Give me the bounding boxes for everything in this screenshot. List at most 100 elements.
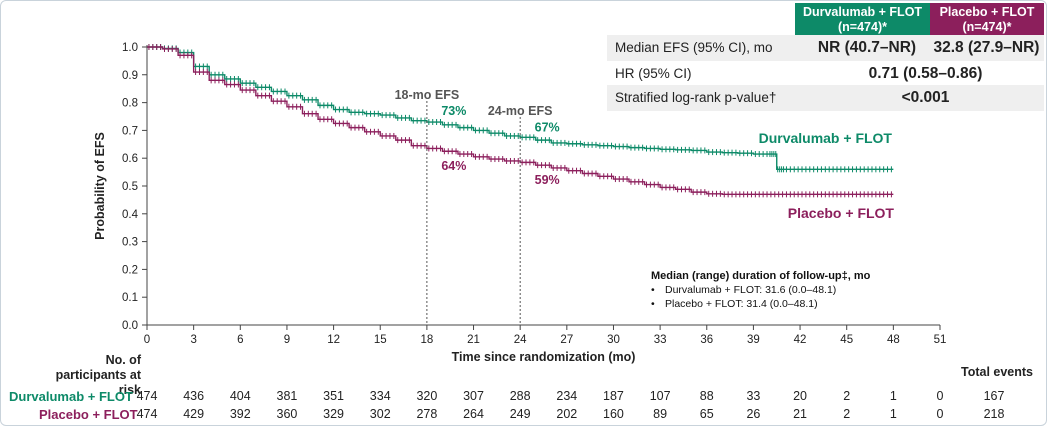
x-tick-label: 24 [514,334,527,346]
risk-placebo-value: 65 [700,407,714,421]
efs18-label: 18-mo EFS [395,88,460,102]
risk-durva-value: 381 [277,389,298,403]
risk-placebo-value: 329 [323,407,344,421]
risk-durva-value: 88 [700,389,714,403]
y-tick-label: 0.3 [122,237,138,249]
risk-label-durva: Durvalumab + FLOT [9,389,133,404]
placebo-curve [147,46,894,196]
risk-placebo-value: 360 [277,407,298,421]
stats-row-median: Median EFS (95% CI), mo NR (40.7–NR) 32.… [607,35,1044,61]
x-tick-label: 39 [747,334,760,346]
stats-row-p: Stratified log-rank p-value† <0.001 [607,85,1044,111]
x-tick-label: 12 [327,334,340,346]
stats-row-hr: HR (95% CI) 0.71 (0.58–0.86) [607,61,1044,87]
placebo-header-text: Placebo + FLOT (n=474)* [939,5,1035,34]
risk-placebo-value: 278 [416,407,437,421]
followup-title: Median (range) duration of follow-up‡, m… [651,270,871,282]
x-tick-label: 3 [190,334,196,346]
risk-durva-value: 187 [603,389,624,403]
risk-label-placebo: Placebo + FLOT [39,407,138,422]
risk-durva-value: 351 [323,389,344,403]
x-tick-label: 9 [284,334,290,346]
x-tick-label: 27 [560,334,573,346]
y-tick-label: 0.8 [122,98,138,110]
x-axis-title: Time since randomization (mo) [452,350,636,364]
x-tick-label: 51 [934,334,947,346]
y-tick-label: 0.7 [122,125,138,137]
x-tick-label: 0 [144,334,150,346]
x-tick-label: 30 [607,334,620,346]
risk-placebo-value: 1 [890,407,897,421]
total-events-title: Total events [961,365,1034,379]
risk-durva-value: 0 [937,389,944,403]
risk-durva-value: 234 [556,389,577,403]
risk-durva-value: 320 [416,389,437,403]
risk-placebo-value: 392 [230,407,251,421]
y-tick-label: 0.9 [122,70,138,82]
risk-durva-value: 404 [230,389,251,403]
x-tick-label: 42 [794,334,807,346]
km-curves [147,44,894,198]
risk-placebo-value: 0 [937,407,944,421]
y-tick-label: 0.6 [122,153,138,165]
followup-bullet: • [651,298,655,310]
efs18-placebo-value: 64% [441,159,466,173]
median-placebo: 32.8 (27.9–NR) [933,39,1040,56]
placebo-header: Placebo + FLOT (n=474)* [930,3,1044,39]
p-label: Stratified log-rank p-value† [615,90,777,105]
efs24-label: 24-mo EFS [488,104,553,118]
followup-bullet: • [651,284,655,296]
durvalumab-header-text: Durvalumab + FLOT (n=474)* [802,5,923,34]
risk-durva-value: 474 [137,389,158,403]
y-tick-label: 0.2 [122,264,138,276]
efs24-placebo-value: 59% [535,173,560,187]
efs18-durva-value: 73% [441,104,466,118]
x-tick-label: 15 [374,334,387,346]
y-tick-label: 0.1 [122,292,138,304]
risk-durva-value: 436 [183,389,204,403]
y-tick-label: 0.5 [122,181,138,193]
risk-placebo-value: 89 [653,407,667,421]
risk-table-title: No. of participants at risk [55,353,141,397]
x-tick-label: 45 [840,334,853,346]
risk-durva-value: 107 [650,389,671,403]
x-tick-label: 6 [237,334,243,346]
risk-durva-value: 288 [510,389,531,403]
median-durva: NR (40.7–NR) [817,39,917,56]
risk-placebo-value: 202 [556,407,577,421]
y-axis-title: Probability of EFS [93,132,107,240]
efs24-durva-value: 67% [535,121,560,135]
risk-placebo-value: 21 [793,407,807,421]
placebo-curve-label: Placebo + FLOT [788,205,895,221]
risk-placebo-value: 264 [463,407,484,421]
y-tick-label: 1.0 [122,42,138,54]
hr-value: 0.71 (0.58–0.86) [868,65,983,82]
risk-table-numbers: 474 436 404 381 351 334 320 307 288 234 187 107 88 33… [137,389,1005,421]
x-tick-label: 21 [467,334,480,346]
risk-placebo-value: 160 [603,407,624,421]
risk-placebo-value: 2 [843,407,850,421]
followup-durva: Durvalumab + FLOT: 31.6 (0.0–48.1) [665,284,836,296]
durvalumab-curve [147,46,894,171]
risk-placebo-value: 429 [183,407,204,421]
p-value: <0.001 [901,89,950,106]
risk-durva-value: 1 [890,389,897,403]
risk-durva-value: 33 [746,389,760,403]
y-tick-label: 0.0 [122,320,138,332]
risk-durva-value: 334 [370,389,391,403]
durvalumab-curve-label: Durvalumab + FLOT [759,130,893,146]
x-tick-label: 33 [654,334,667,346]
risk-durva-value: 2 [843,389,850,403]
risk-durva-value: 307 [463,389,484,403]
risk-placebo-value: 302 [370,407,391,421]
risk-placebo-value: 474 [137,407,158,421]
total-events-durva: 167 [984,389,1005,403]
hr-label: HR (95% CI) [615,66,692,81]
y-tick-label: 0.4 [122,209,139,221]
axes: 0.0 0.1 0.2 0.3 0.4 0.5 0.6 0.7 0.8 0.9 1.0 0 3 6 9 12 1… [93,42,946,364]
x-tick-label: 18 [420,334,433,346]
total-events-placebo: 218 [984,407,1005,421]
annotations: 18-mo EFS 73% 64% 24-mo EFS 67% 59% Durvalumab… [395,88,895,325]
